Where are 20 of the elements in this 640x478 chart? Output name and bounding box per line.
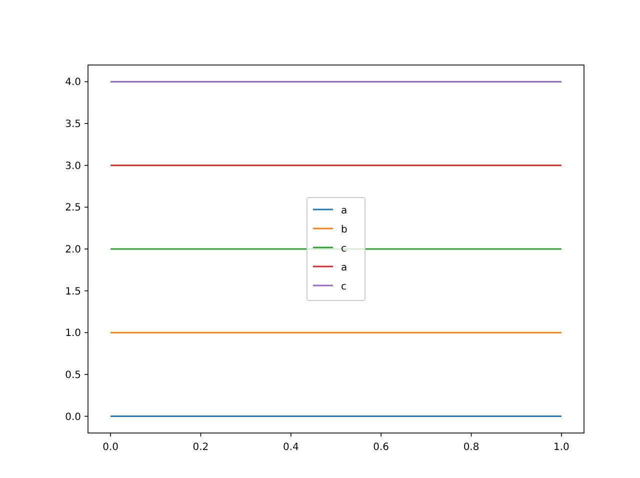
x-tick-label: 0.4 bbox=[282, 442, 299, 453]
y-tick-label: 1.5 bbox=[65, 286, 81, 298]
x-tick-label: 0.8 bbox=[463, 442, 480, 453]
legend-label: a bbox=[341, 262, 348, 274]
y-tick-label: 3.0 bbox=[65, 160, 81, 172]
y-tick-label: 0.0 bbox=[65, 412, 81, 423]
legend-label: c bbox=[341, 244, 346, 254]
x-tick-label: 0.0 bbox=[102, 442, 118, 453]
legend-label: b bbox=[341, 224, 348, 236]
x-tick-label: 1.0 bbox=[554, 442, 570, 453]
y-tick-label: 2.0 bbox=[65, 244, 81, 256]
legend-label: c bbox=[341, 282, 346, 292]
y-tick-label: 4.0 bbox=[65, 77, 81, 88]
y-tick-label: 0.5 bbox=[65, 370, 81, 381]
x-tick-label: 0.2 bbox=[192, 442, 209, 453]
y-tick-label: 1.0 bbox=[65, 328, 81, 340]
x-tick-label: 0.6 bbox=[373, 442, 390, 453]
y-tick-label: 2.5 bbox=[65, 202, 81, 214]
legend-label: a bbox=[341, 206, 348, 216]
y-tick-label: 3.5 bbox=[65, 119, 81, 130]
